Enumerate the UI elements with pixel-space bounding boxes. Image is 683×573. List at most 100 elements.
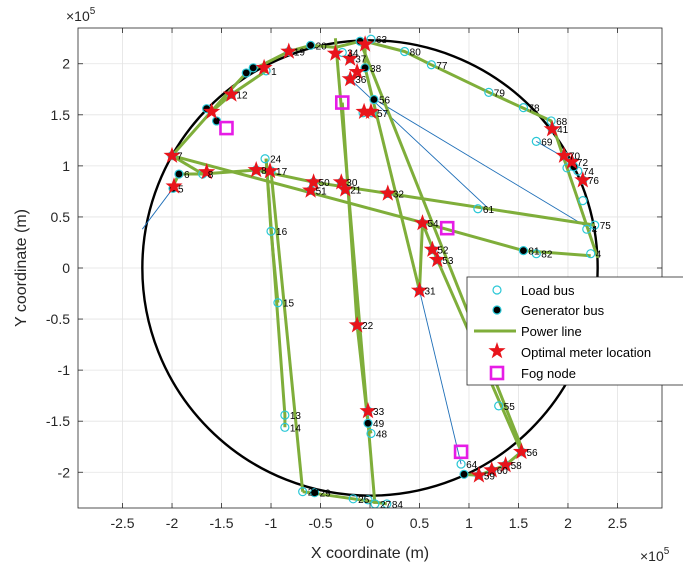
x-exponent-base: ×10 — [640, 548, 664, 564]
bus-label-7: 6 — [184, 170, 190, 181]
bus-label-28: 70 — [569, 152, 581, 163]
load-bus-37 — [586, 249, 596, 259]
bus-label-8: 5 — [178, 184, 184, 195]
bus-label-46: 29 — [320, 489, 332, 500]
bus-label-9: 8 — [208, 170, 214, 181]
bus-label-56: 54 — [427, 219, 439, 230]
bus-label-44: 14 — [290, 423, 302, 434]
generator-bus-65 — [363, 418, 373, 428]
bus-label-58: 81 — [528, 247, 540, 258]
bus-label-53: 30 — [346, 178, 358, 189]
generator-bus-58 — [518, 246, 529, 256]
meter-star-27 — [543, 120, 561, 137]
legend-meter-label: Optimal meter location — [521, 345, 651, 360]
y-tick-label-1: -1.5 — [46, 413, 70, 429]
fog-node-1 — [334, 95, 350, 110]
bus-label-13: 63 — [376, 35, 388, 46]
meter-star-8 — [341, 70, 359, 87]
generator-bus-73 — [459, 469, 469, 479]
power-line-7 — [269, 170, 305, 492]
bus-label-52: 51 — [316, 186, 328, 197]
bus-label-55: 32 — [393, 189, 405, 200]
bus-label-20: 56 — [379, 95, 391, 106]
bus-label-10: 19 — [294, 47, 306, 58]
meter-star-23 — [428, 250, 446, 268]
bus-label-42: 15 — [283, 299, 295, 310]
meter-star-7 — [348, 62, 366, 80]
y-exponent-power: 5 — [90, 6, 96, 17]
meter-star-29 — [563, 152, 581, 170]
load-bus-34 — [578, 195, 588, 206]
legend-meter-marker — [488, 342, 506, 359]
y-tick-label-5: 0.5 — [51, 209, 71, 225]
bus-label-33: 76 — [588, 176, 600, 187]
generator-bus-2 — [248, 63, 258, 73]
legend-gen-marker — [492, 305, 502, 315]
legend-line-label: Power line — [521, 324, 582, 339]
load-bus-45 — [298, 487, 308, 497]
legend-gen-label: Generator bus — [521, 303, 605, 318]
meter-star-1 — [203, 102, 221, 119]
generator-bus-7 — [174, 169, 184, 179]
meter-star-0 — [222, 85, 240, 102]
power-line-6 — [264, 158, 280, 303]
bus-label-43: 13 — [290, 411, 302, 422]
bus-label-39: 8 — [261, 166, 267, 177]
bus-label-18: 38 — [370, 64, 382, 75]
bus-label-62: 31 — [424, 286, 436, 297]
bus-labels: 1127658192034638077373836565779786841697… — [177, 35, 611, 511]
legend: Load bus Generator bus Power line Optima… — [466, 276, 683, 386]
legend-entry-line: Power line — [474, 324, 582, 339]
bus-label-63: 22 — [362, 321, 374, 332]
load-bus-67 — [494, 401, 504, 411]
generator-bus-46 — [309, 488, 320, 498]
bus-label-51: 50 — [319, 178, 331, 189]
meter-star-22 — [423, 240, 441, 257]
y-tick-label-2: -1 — [58, 362, 71, 378]
load-bus-15 — [400, 46, 410, 57]
load-bus-42 — [273, 298, 283, 308]
x-tick-label-0: -2.5 — [110, 515, 134, 531]
meter-star-30 — [574, 171, 592, 188]
load-bus-48 — [363, 495, 373, 505]
y-axis-ticks: -2 -1.5 -1 -0.5 0 0.5 1 1.5 2 — [46, 56, 662, 480]
y-tick-label-7: 1.5 — [51, 107, 71, 123]
generator-bus-11 — [306, 40, 316, 50]
y-tick-label-0: -2 — [58, 464, 71, 480]
meter-star-26 — [359, 402, 377, 419]
bus-label-65: 49 — [373, 419, 385, 430]
meter-star-12 — [165, 177, 183, 194]
bus-label-38: 24 — [270, 155, 282, 166]
fog-node-3 — [453, 444, 469, 460]
meter-star-4 — [326, 44, 344, 61]
bus-label-50: 84 — [392, 500, 404, 511]
x-axis-label: X coordinate (m) — [311, 545, 429, 562]
load-bus-57 — [473, 204, 483, 214]
y-exponent-base: ×10 — [66, 8, 90, 24]
y-tick-label-8: 2 — [62, 56, 70, 72]
x-tick-label-6: 0.5 — [410, 515, 430, 531]
bus-label-25: 68 — [556, 117, 568, 128]
meter-star-2 — [255, 58, 273, 76]
x-exponent: ×105 — [640, 546, 670, 564]
bus-label-45: 28 — [308, 488, 320, 499]
bus-label-19: 36 — [355, 75, 367, 86]
x-exponent-power: 5 — [664, 546, 670, 557]
x-tick-label-2: -1.5 — [209, 515, 233, 531]
bus-label-67: 55 — [504, 402, 516, 413]
legend-entry-meter: Optimal meter location — [488, 342, 651, 360]
load-bus-36 — [582, 224, 592, 234]
bus-label-0: 1 — [271, 67, 277, 78]
load-bus-35 — [590, 220, 600, 230]
bus-label-26: 41 — [557, 125, 569, 136]
fog-node-markers — [219, 95, 469, 460]
generator-bus-20 — [369, 94, 379, 105]
meter-star-9 — [362, 102, 380, 119]
bus-label-30: 74 — [583, 167, 595, 178]
y-tick-label-4: 0 — [62, 260, 70, 276]
bus-label-12: 34 — [347, 49, 359, 60]
meter-star-14 — [247, 161, 265, 178]
load-bus-23 — [484, 87, 494, 97]
legend-entry-gen: Generator bus — [492, 303, 605, 318]
legend-fog-marker — [489, 365, 505, 381]
